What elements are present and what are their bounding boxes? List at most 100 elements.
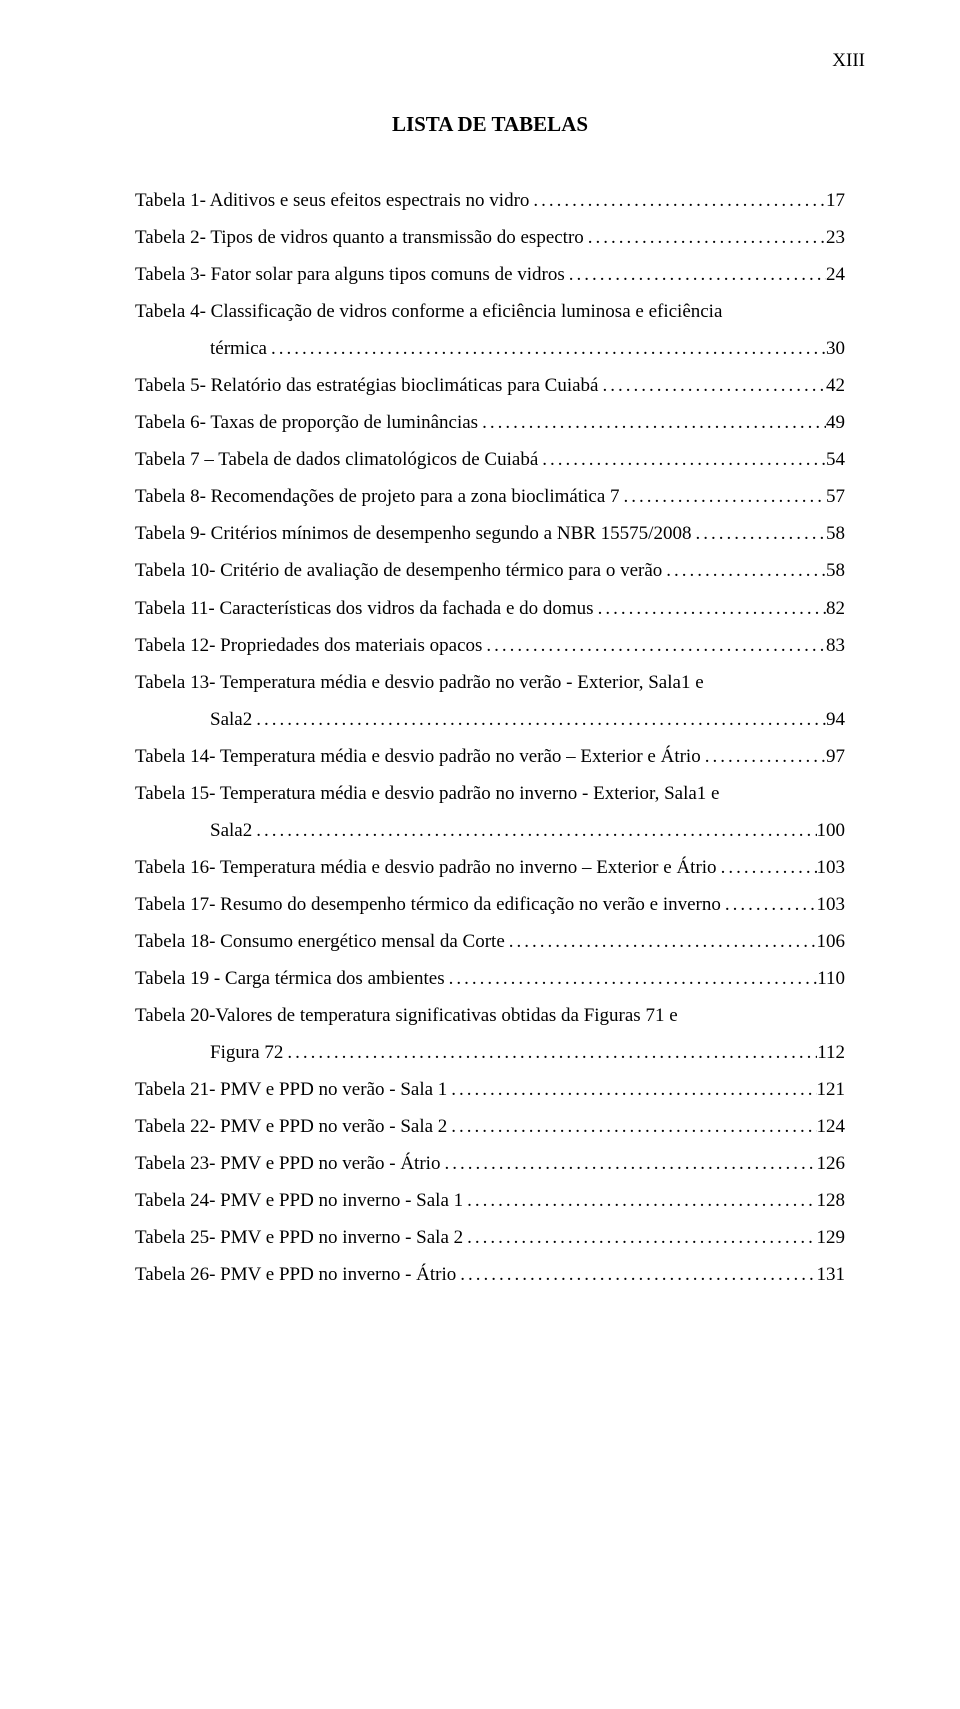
toc-page: 103: [817, 849, 846, 886]
toc-label: Tabela 14- Temperatura média e desvio pa…: [135, 738, 701, 775]
toc-page: 112: [817, 1034, 845, 1071]
toc-label: Tabela 3- Fator solar para alguns tipos …: [135, 256, 565, 293]
list-title: LISTA DE TABELAS: [135, 112, 845, 137]
toc-label: Tabela 24- PMV e PPD no inverno - Sala 1: [135, 1182, 463, 1219]
toc-entry: Tabela 9- Critérios mínimos de desempenh…: [135, 515, 845, 552]
toc-label: Tabela 1- Aditivos e seus efeitos espect…: [135, 182, 529, 219]
page-number: XIII: [135, 50, 865, 72]
toc-label: Tabela 9- Critérios mínimos de desempenh…: [135, 515, 691, 552]
toc-label: Tabela 7 – Tabela de dados climatológico…: [135, 441, 538, 478]
toc-dots: [721, 886, 817, 923]
toc-dots: [252, 812, 816, 849]
toc-dots: [594, 590, 826, 627]
toc-entry: Tabela 12- Propriedades dos materiais op…: [135, 627, 845, 664]
toc-dots: [505, 923, 817, 960]
toc-dots: [463, 1219, 816, 1256]
toc-page: 131: [817, 1256, 846, 1293]
toc-page: 110: [817, 960, 845, 997]
toc-dots: [447, 1108, 816, 1145]
toc-entry-line1: Tabela 15- Temperatura média e desvio pa…: [135, 775, 845, 812]
toc-entry: Tabela 22- PMV e PPD no verão - Sala 2 1…: [135, 1108, 845, 1145]
toc-label: Tabela 21- PMV e PPD no verão - Sala 1: [135, 1071, 447, 1108]
toc-page: 49: [826, 404, 845, 441]
toc-page: 94: [826, 701, 845, 738]
toc-label: Tabela 16- Temperatura média e desvio pa…: [135, 849, 717, 886]
toc-entry: Tabela 10- Critério de avaliação de dese…: [135, 552, 845, 589]
toc-entry: Tabela 23- PMV e PPD no verão - Átrio 12…: [135, 1145, 845, 1182]
toc-page: 57: [826, 478, 845, 515]
toc-dots: [440, 1145, 816, 1182]
toc-page: 30: [826, 330, 845, 367]
toc-entry: Tabela 3- Fator solar para alguns tipos …: [135, 256, 845, 293]
toc-entry: Tabela 16- Temperatura média e desvio pa…: [135, 849, 845, 886]
toc-entry: térmica 30: [135, 330, 845, 367]
toc-entry: Figura 72 112: [135, 1034, 845, 1071]
toc-page: 97: [826, 738, 845, 775]
toc-dots: [482, 627, 826, 664]
toc-label: Tabela 17- Resumo do desempenho térmico …: [135, 886, 721, 923]
toc-dots: [463, 1182, 816, 1219]
toc-page: 42: [826, 367, 845, 404]
toc-label: Tabela 19 - Carga térmica dos ambientes: [135, 960, 445, 997]
toc-page: 129: [817, 1219, 846, 1256]
toc-page: 17: [826, 182, 845, 219]
toc-entry: Tabela 1- Aditivos e seus efeitos espect…: [135, 182, 845, 219]
toc-page: 128: [817, 1182, 846, 1219]
toc-entry-line1: Tabela 4- Classificação de vidros confor…: [135, 293, 845, 330]
toc-entry: Tabela 24- PMV e PPD no inverno - Sala 1…: [135, 1182, 845, 1219]
toc-dots: [252, 701, 826, 738]
toc-entry: Tabela 5- Relatório das estratégias bioc…: [135, 367, 845, 404]
toc-page: 82: [826, 590, 845, 627]
toc-label: Tabela 18- Consumo energético mensal da …: [135, 923, 505, 960]
toc-page: 124: [817, 1108, 846, 1145]
toc-label: Tabela 5- Relatório das estratégias bioc…: [135, 367, 598, 404]
toc-entry: Tabela 11- Características dos vidros da…: [135, 590, 845, 627]
toc-label: Tabela 11- Características dos vidros da…: [135, 590, 594, 627]
toc-entry: Tabela 2- Tipos de vidros quanto a trans…: [135, 219, 845, 256]
toc-dots: [447, 1071, 816, 1108]
toc-page: 58: [826, 552, 845, 589]
toc-entry: Sala2 94: [135, 701, 845, 738]
toc-entry: Tabela 21- PMV e PPD no verão - Sala 1 1…: [135, 1071, 845, 1108]
toc-label: Tabela 8- Recomendações de projeto para …: [135, 478, 620, 515]
toc-entry: Tabela 19 - Carga térmica dos ambientes …: [135, 960, 845, 997]
toc-entry-line1: Tabela 13- Temperatura média e desvio pa…: [135, 664, 845, 701]
toc-label: Tabela 25- PMV e PPD no inverno - Sala 2: [135, 1219, 463, 1256]
toc-dots: [662, 552, 826, 589]
toc-label: Tabela 26- PMV e PPD no inverno - Átrio: [135, 1256, 456, 1293]
toc-label: Figura 72: [210, 1034, 283, 1071]
toc-entry: Sala2 100: [135, 812, 845, 849]
toc-entry: Tabela 7 – Tabela de dados climatológico…: [135, 441, 845, 478]
toc-entry: Tabela 6- Taxas de proporção de luminânc…: [135, 404, 845, 441]
toc-label: Tabela 6- Taxas de proporção de luminânc…: [135, 404, 478, 441]
toc-page: 121: [817, 1071, 846, 1108]
toc-page: 100: [817, 812, 846, 849]
toc-dots: [529, 182, 826, 219]
toc-page: 54: [826, 441, 845, 478]
toc-dots: [717, 849, 817, 886]
toc-page: 58: [826, 515, 845, 552]
toc-dots: [598, 367, 826, 404]
toc-entry: Tabela 26- PMV e PPD no inverno - Átrio …: [135, 1256, 845, 1293]
toc-dots: [445, 960, 818, 997]
toc-entry-line1: Tabela 20-Valores de temperatura signifi…: [135, 997, 845, 1034]
toc-page: 103: [817, 886, 846, 923]
toc-page: 83: [826, 627, 845, 664]
toc-label: Tabela 10- Critério de avaliação de dese…: [135, 552, 662, 589]
toc-page: 126: [817, 1145, 846, 1182]
toc-entry: Tabela 14- Temperatura média e desvio pa…: [135, 738, 845, 775]
toc-dots: [283, 1034, 817, 1071]
toc-label: Tabela 22- PMV e PPD no verão - Sala 2: [135, 1108, 447, 1145]
toc-label: térmica: [210, 330, 267, 367]
toc-dots: [691, 515, 826, 552]
table-of-contents: Tabela 1- Aditivos e seus efeitos espect…: [135, 182, 845, 1293]
toc-page: 23: [826, 219, 845, 256]
toc-entry: Tabela 8- Recomendações de projeto para …: [135, 478, 845, 515]
toc-dots: [584, 219, 826, 256]
toc-label: Tabela 23- PMV e PPD no verão - Átrio: [135, 1145, 440, 1182]
toc-label: Sala2: [210, 812, 252, 849]
toc-dots: [267, 330, 826, 367]
toc-dots: [701, 738, 826, 775]
toc-page: 24: [826, 256, 845, 293]
toc-dots: [538, 441, 826, 478]
